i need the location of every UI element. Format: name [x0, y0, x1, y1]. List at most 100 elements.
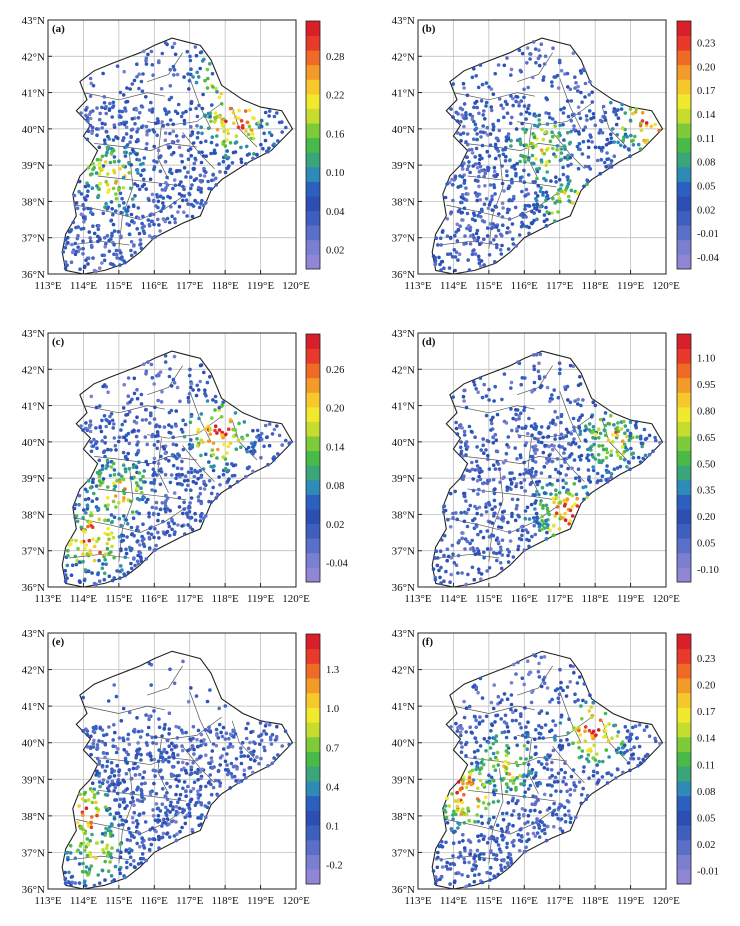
station-point [225, 138, 229, 142]
station-point [174, 809, 179, 814]
station-point [188, 814, 192, 818]
station-point [259, 756, 263, 761]
station-point [503, 99, 508, 104]
station-point [98, 483, 102, 488]
station-point [526, 787, 531, 791]
station-point [97, 774, 101, 778]
station-point [74, 225, 78, 230]
station-point [462, 699, 466, 704]
station-point [173, 217, 177, 221]
station-point [115, 479, 119, 483]
station-point [94, 426, 98, 430]
station-point [539, 471, 544, 475]
station-point [168, 195, 172, 200]
station-point [630, 139, 634, 143]
station-point [90, 513, 94, 518]
x-tick-label: 117°E [176, 593, 203, 605]
colorbar-tick-label: 0.22 [326, 91, 344, 102]
station-point [545, 762, 549, 766]
station-point [181, 760, 185, 765]
station-point [130, 219, 134, 223]
station-point [533, 444, 538, 448]
station-point [522, 180, 527, 184]
station-point [139, 402, 144, 406]
station-point [174, 409, 178, 413]
station-point [104, 424, 108, 429]
station-point [554, 175, 558, 179]
station-point [526, 145, 531, 150]
station-point [263, 724, 268, 728]
station-point [577, 132, 581, 136]
station-point [258, 721, 263, 725]
station-point [622, 458, 627, 462]
station-point [156, 461, 161, 466]
station-point [568, 508, 573, 513]
station-point [139, 486, 143, 491]
station-point [461, 131, 466, 135]
station-point [280, 130, 285, 134]
station-point [577, 475, 581, 480]
station-point [161, 759, 165, 764]
boundary-line [83, 705, 165, 714]
station-point [609, 132, 613, 137]
station-point [506, 553, 510, 558]
station-point [185, 512, 189, 516]
station-point [187, 373, 192, 378]
boundary-line [559, 77, 582, 130]
station-point [120, 822, 125, 827]
station-point [494, 438, 499, 443]
station-point [158, 183, 163, 187]
station-point [537, 826, 542, 830]
colorbar-segment [677, 21, 691, 36]
station-point [478, 470, 482, 475]
station-point [605, 464, 609, 468]
station-point [182, 434, 187, 439]
station-point [591, 435, 595, 440]
station-point [202, 174, 207, 178]
station-point [533, 802, 537, 807]
station-point [109, 465, 114, 469]
boundary-line [69, 240, 130, 246]
station-point [130, 833, 134, 838]
station-point [547, 444, 551, 449]
station-point [546, 426, 550, 430]
station-point [499, 525, 504, 530]
colorbar-segment [306, 421, 320, 437]
station-point [496, 63, 501, 67]
station-point [515, 457, 519, 461]
station-point [478, 130, 483, 134]
station-point [166, 143, 170, 147]
station-point [89, 854, 93, 858]
station-point [272, 455, 276, 459]
station-point [475, 193, 479, 198]
station-point [564, 434, 569, 439]
station-point [211, 398, 215, 402]
station-point [98, 158, 103, 162]
station-point [226, 427, 231, 432]
station-point [98, 550, 102, 555]
station-point [481, 437, 486, 441]
boundary-line [76, 506, 187, 533]
station-point [245, 433, 250, 438]
station-point [445, 558, 450, 563]
station-point [491, 533, 496, 538]
station-point [187, 505, 192, 510]
colorbar-tick-label: 0.80 [697, 407, 715, 418]
station-point [120, 109, 125, 114]
station-point [111, 499, 116, 504]
station-point [494, 739, 499, 743]
station-point [173, 109, 178, 114]
station-point [509, 144, 513, 148]
station-point [631, 111, 635, 116]
station-point [152, 198, 156, 203]
station-point [593, 145, 598, 150]
station-point [633, 724, 638, 728]
boundary-line [118, 467, 134, 562]
station-point [510, 237, 515, 241]
station-point [284, 125, 288, 130]
station-point [497, 128, 502, 133]
station-point [182, 210, 186, 214]
station-point [152, 167, 156, 172]
station-point [200, 106, 205, 111]
station-point [517, 722, 522, 726]
